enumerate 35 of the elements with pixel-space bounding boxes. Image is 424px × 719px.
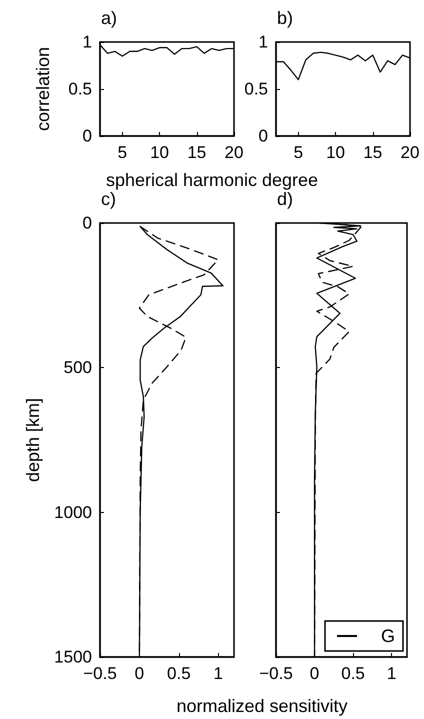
- chart-title: d): [277, 189, 294, 209]
- y-tick-label: 0: [258, 126, 268, 146]
- y-tick-label: 0: [82, 214, 92, 232]
- x-tick-label: 20: [224, 143, 244, 162]
- y-tick-label: 1: [82, 32, 92, 52]
- x-tick-label: 15: [363, 143, 382, 162]
- x-tick-label: 15: [187, 143, 206, 162]
- y-tick-label: 1500: [54, 648, 92, 666]
- y-axis-title: depth [km]: [23, 398, 43, 482]
- x-tick-label: −0.5: [259, 664, 293, 683]
- y-tick-label: 1000: [54, 502, 92, 522]
- x-tick-label: −0.5: [83, 664, 117, 683]
- chart-title: a): [101, 8, 118, 28]
- x-tick-label: 1: [386, 664, 396, 683]
- x-axis-title: normalized sensitivity: [176, 696, 348, 716]
- x-tick-label: 0: [134, 664, 144, 683]
- y-tick-label: 0.5: [244, 80, 268, 98]
- x-tick-label: 5: [294, 143, 304, 162]
- x-tick-label: 0: [310, 664, 320, 683]
- y-axis-title: correlation: [33, 46, 53, 132]
- x-tick-label: 10: [326, 143, 346, 162]
- x-tick-label: 0.5: [341, 664, 365, 683]
- chart-title: c): [101, 189, 116, 209]
- x-tick-label: 0.5: [167, 664, 191, 683]
- y-tick-label: 1: [258, 32, 268, 52]
- x-tick-label: 1: [214, 664, 223, 683]
- x-tick-label: 5: [118, 143, 128, 162]
- x-axis-title: spherical harmonic degree: [106, 170, 318, 190]
- y-tick-label: 0.5: [68, 80, 92, 98]
- legend-label: G: [381, 626, 396, 646]
- y-tick-label: 500: [64, 358, 92, 378]
- y-tick-label: 0: [82, 126, 92, 146]
- chart-title: b): [277, 8, 294, 28]
- x-tick-label: 20: [400, 143, 420, 162]
- x-tick-label: 10: [150, 143, 170, 162]
